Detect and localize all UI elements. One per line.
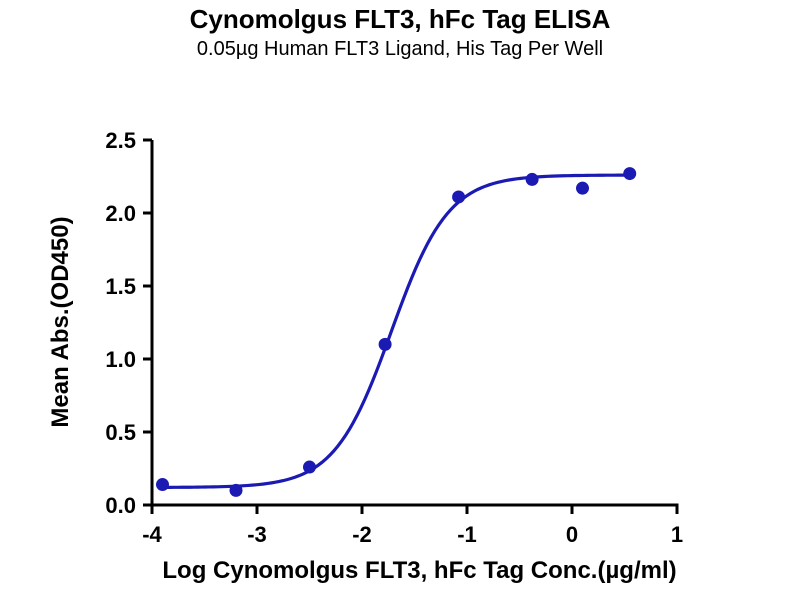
data-point — [229, 483, 243, 497]
y-tick-label: 0.0 — [105, 493, 136, 518]
y-tick-label: 1.5 — [105, 274, 136, 299]
x-tick-label: 0 — [566, 522, 578, 547]
data-point — [303, 460, 316, 474]
data-point — [623, 167, 637, 181]
data-point — [452, 190, 466, 204]
data-point — [576, 181, 589, 195]
y-tick-label: 2.0 — [105, 201, 136, 226]
data-points — [156, 167, 637, 497]
chart-title: Cynomolgus FLT3, hFc Tag ELISA — [189, 4, 611, 34]
axes: -4 -3 -2 -1 0 1 0.0 0.5 1.0 1.5 2.0 2.5 — [105, 128, 683, 547]
y-tick-label: 0.5 — [105, 420, 136, 445]
chart-subtitle: 0.05µg Human FLT3 Ligand, His Tag Per We… — [196, 38, 604, 60]
fit-curve — [160, 173, 632, 489]
y-tick-label: 1.0 — [105, 347, 136, 372]
y-axis-title: Mean Abs.(OD450) — [47, 216, 74, 427]
x-axis-title: Log Cynomolgus FLT3, hFc Tag Conc.(µg/ml… — [162, 557, 676, 584]
x-tick-label: 1 — [671, 522, 683, 547]
x-tick-label: -2 — [352, 522, 372, 547]
data-point — [525, 172, 539, 186]
data-point — [156, 478, 169, 492]
x-tick-label: -1 — [457, 522, 477, 547]
x-tick-label: -3 — [247, 522, 267, 547]
y-tick-label: 2.5 — [105, 128, 136, 153]
x-tick-label: -4 — [142, 522, 162, 547]
data-point — [378, 337, 392, 351]
